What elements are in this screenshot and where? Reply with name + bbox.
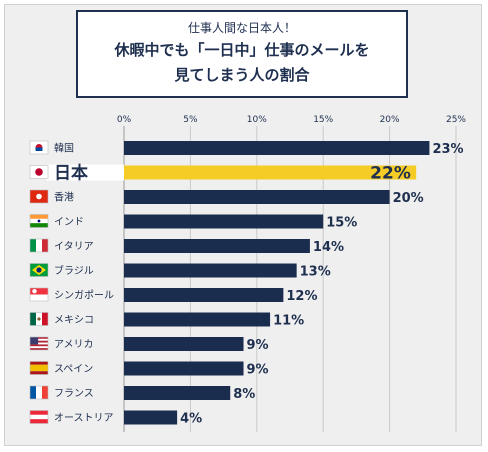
bar <box>124 141 430 155</box>
value-label: 23% <box>432 142 463 157</box>
category-label: インド <box>54 217 84 228</box>
tick-label: 25% <box>446 115 466 125</box>
japan-flag-icon <box>29 165 49 179</box>
value-label: 14% <box>313 240 344 255</box>
category-label: スペイン <box>54 364 93 375</box>
chart-title-line2: 見てしまう人の割合 <box>174 66 310 84</box>
france-flag-icon <box>29 385 49 400</box>
tick-label: 0% <box>117 115 132 125</box>
category-label: 香港 <box>54 192 74 204</box>
title-box: 仕事人間な日本人！ 休暇中でも「一日中」仕事のメールを 見てしまう人の割合 <box>76 10 408 98</box>
value-label: 8% <box>233 387 255 402</box>
category-label: フランス <box>54 388 94 400</box>
category-label: ブラジル <box>54 264 94 277</box>
india-flag-icon <box>29 214 49 228</box>
category-label: 韓国 <box>54 143 74 155</box>
value-label: 22% <box>370 164 411 184</box>
highlight-label-bg <box>46 164 124 181</box>
value-label: 4% <box>180 412 202 427</box>
bar <box>124 263 297 278</box>
value-label: 11% <box>273 314 304 329</box>
category-label: アメリカ <box>54 339 94 351</box>
tick-label: 15% <box>313 115 333 125</box>
bar <box>124 312 271 327</box>
bar <box>124 361 244 376</box>
chart-title-line1: 休暇中でも「一日中」仕事のメールを <box>114 41 370 59</box>
category-label: メキシコ <box>54 315 94 326</box>
tick-label: 20% <box>380 115 400 125</box>
category-label: オーストリア <box>54 412 114 424</box>
chart-subtitle: 仕事人間な日本人！ <box>187 21 296 35</box>
bar <box>124 190 390 204</box>
bar <box>124 410 178 425</box>
bar <box>124 288 284 302</box>
singapore-flag-icon <box>29 287 49 302</box>
value-label: 9% <box>247 363 269 378</box>
tick-label: 10% <box>247 115 267 125</box>
bar <box>124 239 310 253</box>
bar <box>124 214 324 229</box>
korea-flag-icon <box>29 140 49 155</box>
bar <box>124 337 244 351</box>
value-label: 12% <box>286 289 317 304</box>
spain-flag-icon <box>29 361 49 375</box>
brazil-flag-icon <box>29 263 49 277</box>
value-label: 13% <box>300 265 331 280</box>
category-label: シンガポール <box>54 290 114 302</box>
value-label: 20% <box>393 191 424 206</box>
bar <box>124 386 231 400</box>
tick-label: 5% <box>183 115 198 125</box>
value-label: 9% <box>247 338 269 353</box>
italy-flag-icon <box>29 238 49 253</box>
mexico-flag-icon <box>29 312 49 326</box>
usa-flag-icon <box>29 336 49 351</box>
hongkong-flag-icon <box>29 189 49 204</box>
value-label: 15% <box>326 216 357 231</box>
austria-flag-icon <box>29 410 49 424</box>
bar <box>124 165 417 180</box>
category-label: 日本 <box>54 163 88 184</box>
category-label: イタリア <box>54 241 94 253</box>
